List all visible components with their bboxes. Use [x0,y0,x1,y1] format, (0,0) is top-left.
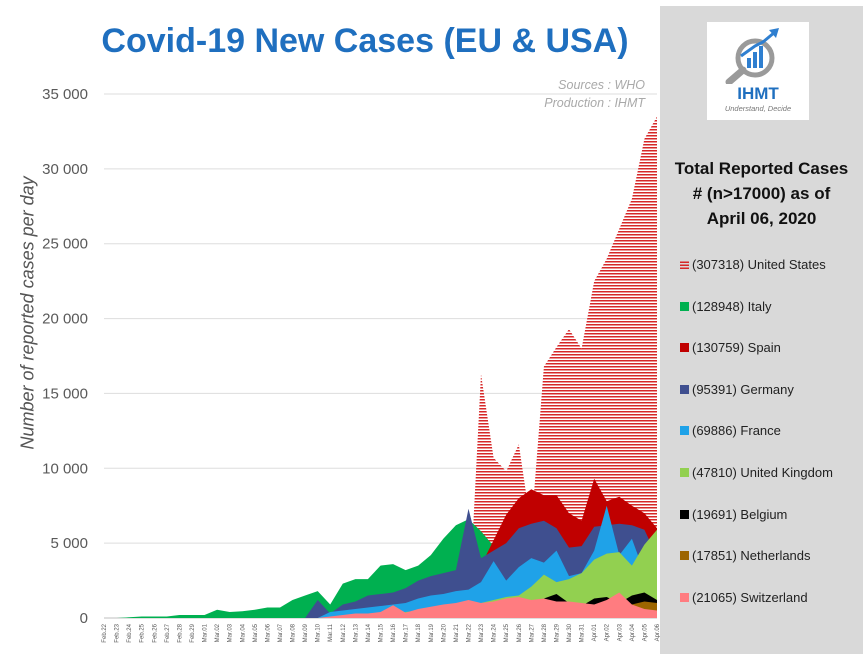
x-tick-label: Mar.22 [466,623,472,642]
area-series-switzerland [104,592,657,618]
x-tick-label: Mar.19 [429,623,435,642]
x-tick-label: Feb.24 [127,623,133,642]
legend-item: (17851) Netherlands [680,548,811,563]
y-tick-label: 10 000 [42,460,88,477]
x-tick-label: Mar.31 [580,623,586,642]
x-tick-label: Apr.05 [642,623,648,641]
legend-item: (95391) Germany [680,382,794,397]
x-tick-label: Apr.03 [617,623,623,641]
legend-swatch [680,343,689,353]
x-tick-label: Mar.02 [215,623,221,642]
x-tick-label: Feb.26 [152,623,158,642]
x-tick-label: Mar.13 [353,623,359,642]
y-tick-label: 15 000 [42,385,88,402]
legend-label: (307318) United States [692,257,826,272]
legend-item: (307318) United States [680,257,826,272]
y-tick-label: 20 000 [42,311,88,328]
legend-label: (17851) Netherlands [692,548,811,564]
x-tick-label: Mar.21 [454,623,460,642]
logo-wordmark: IHMT [737,84,779,103]
x-tick-label: Mar.03 [228,623,234,642]
legend-swatch [680,384,689,394]
magnifier-chart-icon [725,28,779,84]
x-tick-label: Mar.07 [278,623,284,642]
x-tick-label: Mar.15 [379,623,385,642]
legend-label: (19691) Belgium [692,506,788,522]
legend-label: (69886) France [692,423,781,439]
x-tick-label: Mar.08 [291,623,297,642]
area-series-united-states [104,116,657,618]
legend-swatch [680,260,689,269]
area-series-france [104,505,657,618]
legend-swatch [680,426,689,436]
x-tick-label: Mar.12 [341,623,347,642]
legend-label: (47810) United Kingdom [692,465,833,480]
x-tick-label: Mar.01 [203,623,209,642]
legend-label: (130759) Spain [692,340,781,356]
legend-swatch [680,592,689,602]
x-tick-label: Mar.11 [328,623,334,642]
legend-item: (19691) Belgium [680,507,787,522]
legend-title-line: April 06, 2020 [706,209,817,228]
x-tick-label: Mar.04 [240,623,246,642]
x-tick-label: Feb.23 [115,623,121,642]
chart-title: Covid-19 New Cases (EU & USA) [101,22,629,60]
ihmt-logo: IHMT Understand, Decide [707,22,809,120]
x-tick-label: Apr.01 [592,623,598,641]
legend-title: Total Reported Cases # (n>17000) as of A… [660,156,863,231]
x-tick-label: Mar.10 [316,623,322,642]
legend-item: (69886) France [680,423,781,438]
y-tick-label: 0 [80,610,88,627]
x-tick-label: Feb.25 [140,623,146,642]
x-tick-label: Mar.26 [517,623,523,642]
x-tick-label: Mar.18 [416,623,422,642]
legend-panel: IHMT Understand, Decide Total Reported C… [660,6,863,654]
y-tick-label: 35 000 [42,86,88,103]
legend-label: (95391) Germany [692,381,794,397]
y-tick-label: 25 000 [42,236,88,253]
legend-item: (130759) Spain [680,340,781,355]
legend-swatch [680,301,689,311]
y-tick-label: 5 000 [50,535,88,552]
legend-title-line: # (n>17000) as of [692,184,831,203]
x-tick-label: Mar.24 [492,623,498,642]
x-tick-label: Feb.28 [177,623,183,642]
x-tick-label: Mar.09 [303,623,309,642]
x-tick-label: Mar.23 [479,623,485,642]
legend-swatch [680,551,689,561]
legend-item: (128948) Italy [680,299,772,314]
x-tick-label: Mar.27 [529,623,535,642]
x-tick-label: Feb.27 [165,623,171,642]
x-tick-label: Mar.28 [542,623,548,642]
source-note: Sources : WHO [558,78,645,92]
legend-label: (21065) Switzerland [692,589,808,605]
legend-swatch [680,509,689,519]
x-tick-label: Mar.29 [554,623,560,642]
x-tick-label: Mar.16 [391,623,397,642]
x-tick-label: Mar.17 [404,623,410,642]
x-tick-label: Feb.22 [102,623,108,642]
x-tick-label: Mar.06 [265,623,271,642]
legend-item: (47810) United Kingdom [680,465,833,480]
legend-swatch [680,468,689,477]
legend-title-line: Total Reported Cases [674,159,849,178]
x-tick-label: Apr.04 [630,623,636,641]
x-tick-label: Apr.02 [605,623,611,641]
x-tick-label: Mar.20 [441,623,447,642]
legend-label: (128948) Italy [692,298,772,314]
legend-item: (21065) Switzerland [680,590,808,605]
production-note: Production : IHMT [544,96,645,110]
area-series-united-kingdom [104,529,657,618]
x-tick-label: Mar.30 [567,623,573,642]
x-tick-label: Feb.29 [190,623,196,642]
x-tick-label: Apr.06 [655,623,661,641]
x-tick-label: Mar.25 [504,623,510,642]
logo-tagline: Understand, Decide [724,104,792,113]
y-tick-label: 30 000 [42,161,88,178]
x-tick-label: Mar.05 [253,623,259,642]
x-tick-label: Mar.14 [366,623,372,642]
